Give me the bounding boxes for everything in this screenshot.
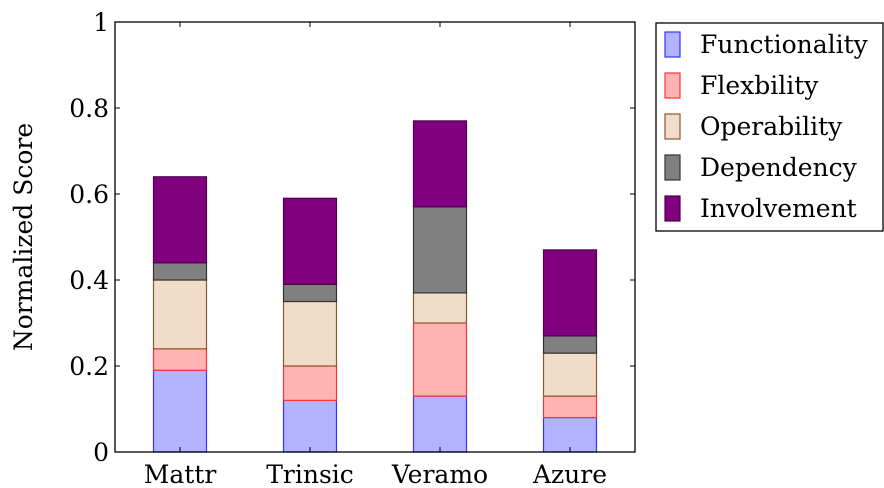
bar-operability-trinsic <box>282 300 338 367</box>
legend-swatch-dependency <box>664 154 681 181</box>
legend-label-flexbility: Flexbility <box>700 71 819 100</box>
bar-involvement-mattr <box>152 176 208 264</box>
bar-functionality-trinsic <box>282 399 338 453</box>
legend-swatch-operability <box>664 113 681 140</box>
bar-involvement-azure <box>542 249 598 337</box>
legend-label-involvement: Involvement <box>700 194 857 223</box>
legend: Functionality Flexbility Operability Depend… <box>655 22 884 232</box>
bar-operability-mattr <box>152 279 208 350</box>
bar-flexbility-azure <box>542 395 598 419</box>
bar-operability-azure <box>542 352 598 397</box>
y-axis-title: Normalized Score <box>9 123 38 351</box>
bar-dependency-azure <box>542 335 598 354</box>
bar-dependency-mattr <box>152 262 208 281</box>
bar-dependency-veramo <box>412 206 468 294</box>
y-tick-label: 1 <box>93 8 109 37</box>
legend-frame <box>655 22 884 232</box>
y-tick-label: 0.8 <box>69 94 109 123</box>
bar-functionality-azure <box>542 417 598 453</box>
bar-dependency-trinsic <box>282 283 338 303</box>
plot-frame <box>114 21 636 453</box>
y-tick-label: 0.6 <box>69 180 109 209</box>
bar-flexbility-mattr <box>152 348 208 371</box>
x-tick-label: Mattr <box>144 460 217 488</box>
bar-operability-veramo <box>412 292 468 324</box>
bar-involvement-trinsic <box>282 197 338 285</box>
legend-label-operability: Operability <box>700 112 843 141</box>
bar-flexbility-veramo <box>412 322 468 397</box>
legend-label-functionality: Functionality <box>700 30 869 59</box>
y-tick-label: 0.2 <box>69 352 109 381</box>
legend-swatch-flexbility <box>664 72 681 99</box>
x-tick-label: Veramo <box>391 460 488 488</box>
bars-layer <box>152 120 598 453</box>
x-tick-label: Azure <box>532 460 607 488</box>
y-tick-label: 0.4 <box>69 266 109 295</box>
legend-label-dependency: Dependency <box>700 153 858 182</box>
bar-involvement-veramo <box>412 120 468 208</box>
bar-flexbility-trinsic <box>282 365 338 402</box>
legend-swatch-functionality <box>664 31 681 58</box>
y-axis: 0 0.2 0.4 0.6 0.8 1 <box>69 8 635 467</box>
legend-swatch-involvement <box>664 195 681 222</box>
x-tick-label: Trinsic <box>266 460 354 488</box>
y-tick-label: 0 <box>93 438 109 467</box>
x-axis: Mattr Trinsic Veramo Azure <box>144 22 607 488</box>
bar-functionality-veramo <box>412 395 468 453</box>
bar-functionality-mattr <box>152 369 208 453</box>
